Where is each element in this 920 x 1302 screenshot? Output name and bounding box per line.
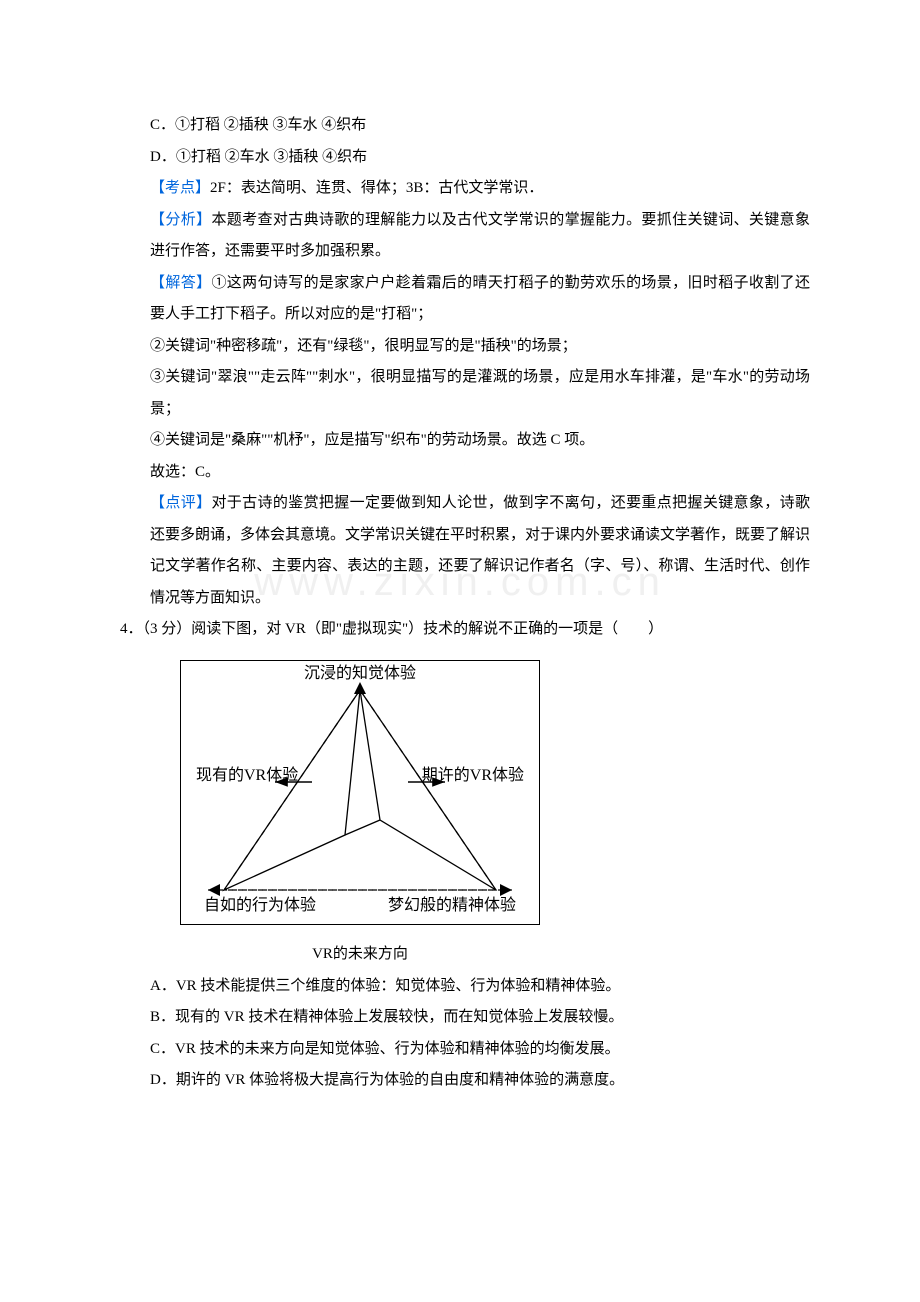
dianping-label: 【点评】 — [150, 495, 211, 511]
fenxi: 【分析】本题考查对古典诗歌的理解能力以及古代文学常识的掌握能力。要抓住关键词、关… — [120, 205, 810, 268]
q4-option-c: C．VR 技术的未来方向是知觉体验、行为体验和精神体验的均衡发展。 — [120, 1034, 810, 1066]
vr-diagram-caption: VR的未来方向 — [180, 939, 540, 971]
vr-diagram: 沉浸的知觉体验现有的VR体验 期许的VR体验自如的行为体验 梦幻般的精神体验 — [180, 660, 810, 938]
jieda-label: 【解答】 — [150, 275, 211, 291]
q4-option-b: B．现有的 VR 技术在精神体验上发展较快，而在知觉体验上发展较慢。 — [120, 1002, 810, 1034]
fenxi-label: 【分析】 — [150, 212, 211, 228]
q4-stem: 4．（3 分）阅读下图，对 VR（即"虚拟现实"）技术的解说不正确的一项是（ ） — [120, 614, 810, 646]
svg-text:梦幻般的精神体验: 梦幻般的精神体验 — [388, 896, 516, 914]
svg-text:期许的VR体验: 期许的VR体验 — [422, 766, 524, 784]
option-c: C．①打稻 ②插秧 ③车水 ④织布 — [120, 110, 810, 142]
q4-option-d: D．期许的 VR 体验将极大提高行为体验的自由度和精神体验的满意度。 — [120, 1065, 810, 1097]
kaodian-label: 【考点】 — [150, 180, 210, 196]
vr-diagram-svg: 沉浸的知觉体验现有的VR体验 期许的VR体验自如的行为体验 梦幻般的精神体验 — [180, 660, 540, 925]
svg-text:沉浸的知觉体验: 沉浸的知觉体验 — [304, 664, 416, 682]
svg-text:自如的行为体验: 自如的行为体验 — [204, 896, 316, 914]
kaodian-text: 2F：表达简明、连贯、得体；3B：古代文学常识． — [210, 180, 543, 196]
q4-option-a: A．VR 技术能提供三个维度的体验：知觉体验、行为体验和精神体验。 — [120, 971, 810, 1003]
fenxi-text: 本题考查对古典诗歌的理解能力以及古代文学常识的掌握能力。要抓住关键词、关键意象进… — [150, 212, 810, 260]
jieda-4: ④关键词是"桑麻""机杼"，应是描写"织布"的劳动场景。故选 C 项。 — [120, 425, 810, 457]
page-content: C．①打稻 ②插秧 ③车水 ④织布 D．①打稻 ②车水 ③插秧 ④织布 【考点】… — [120, 110, 810, 1097]
jieda-5: 故选：C。 — [120, 457, 810, 489]
jieda-3: ③关键词"翠浪""走云阵""刺水"，很明显描写的是灌溉的场景，应是用水车排灌，是… — [120, 362, 810, 425]
dianping-text: 对于古诗的鉴赏把握一定要做到知人论世，做到字不离句，还要重点把握关键意象，诗歌还… — [150, 495, 810, 606]
jieda-text-1: ①这两句诗写的是家家户户趁着霜后的晴天打稻子的勤劳欢乐的场景，旧时稻子收割了还要… — [150, 275, 810, 323]
jieda-1: 【解答】①这两句诗写的是家家户户趁着霜后的晴天打稻子的勤劳欢乐的场景，旧时稻子收… — [120, 268, 810, 331]
option-d: D．①打稻 ②车水 ③插秧 ④织布 — [120, 142, 810, 174]
dianping: 【点评】对于古诗的鉴赏把握一定要做到知人论世，做到字不离句，还要重点把握关键意象… — [120, 488, 810, 614]
jieda-2: ②关键词"种密移疏"，还有"绿毯"，很明显写的是"插秧"的场景； — [120, 331, 810, 363]
kaodian: 【考点】2F：表达简明、连贯、得体；3B：古代文学常识． — [120, 173, 810, 205]
svg-text:现有的VR体验: 现有的VR体验 — [196, 766, 298, 784]
